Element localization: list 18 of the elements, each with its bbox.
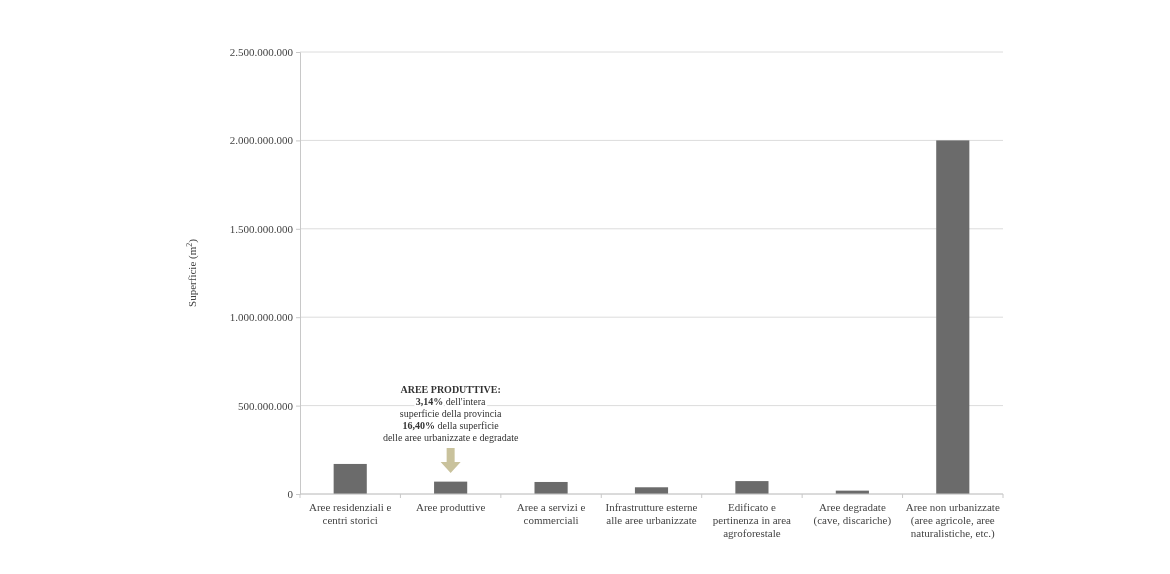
- bar: [333, 463, 367, 494]
- x-tick-label: Aree residenziali e centri storici: [308, 501, 392, 526]
- x-tick-label: Infrastrutture esterne alle aree urbanizzate: [605, 501, 698, 526]
- y-tick-label: 500.000.000: [238, 399, 294, 412]
- x-tick-label: Edificato e pertinenza in area agroforestale: [712, 501, 792, 539]
- y-tick-label: 1.500.000.000: [229, 222, 294, 235]
- bar: [735, 481, 769, 494]
- bar: [936, 140, 970, 494]
- y-tick-label: 0: [287, 488, 294, 501]
- y-tick-label: 2.500.000.000: [229, 46, 294, 59]
- x-tick-label: Aree non urbanizzate (aree agricole, aree naturalistiche, etc.): [905, 501, 1000, 540]
- annotation: AREE PRODUTTIVE: 3,14% dell'intera superficie della provincia 16,40% della superficie delle aree urbanizzate e degradate: [382, 384, 519, 443]
- x-tick-label: Aree a servizi e commerciali: [516, 501, 586, 526]
- y-tick-label: 1.000.000.000: [229, 311, 294, 324]
- bar: [534, 481, 568, 494]
- x-tick-label: Aree degradate (cave, discariche): [813, 501, 892, 527]
- y-tick-label: 2.000.000.000: [229, 134, 294, 147]
- x-tick-label: Aree produttive: [415, 501, 486, 513]
